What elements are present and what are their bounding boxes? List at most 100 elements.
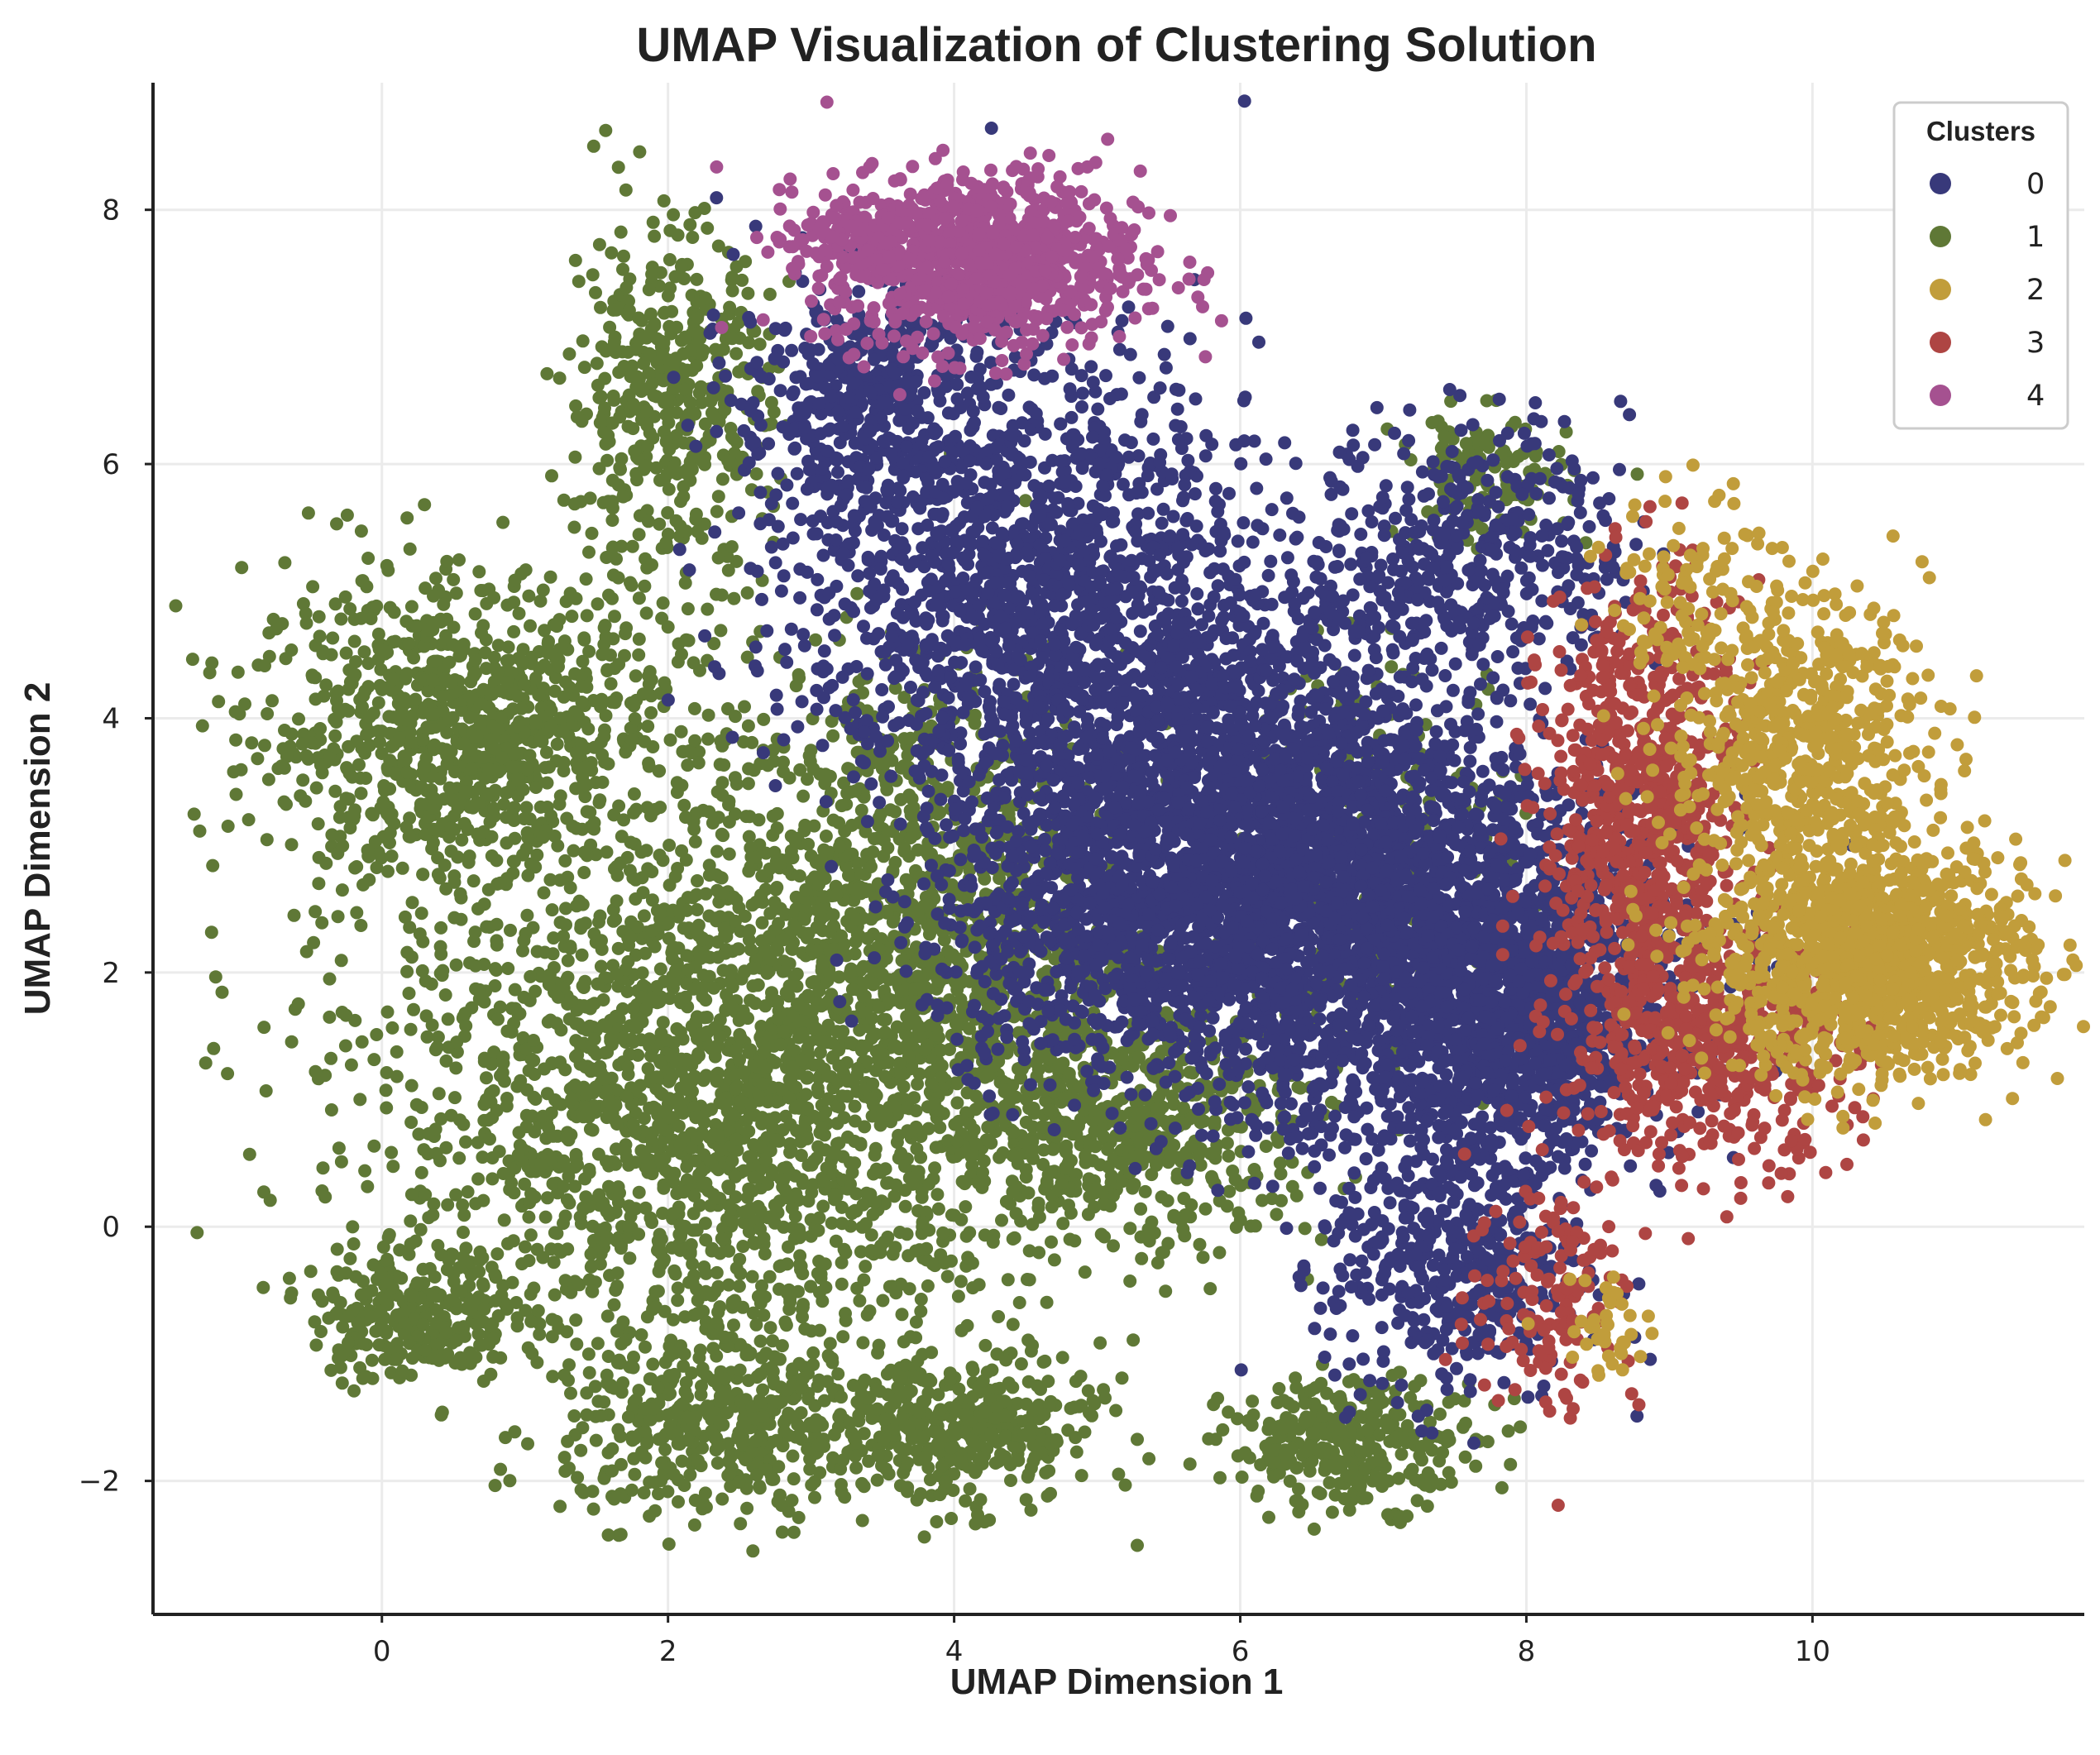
data-point: [454, 1284, 468, 1298]
data-point: [480, 596, 494, 610]
data-point: [309, 1338, 323, 1352]
data-point: [282, 1271, 296, 1285]
data-point: [688, 834, 702, 849]
data-point: [614, 1429, 628, 1443]
data-point: [347, 634, 361, 648]
data-point: [348, 1013, 362, 1027]
data-point: [756, 1409, 770, 1423]
data-point: [313, 629, 327, 643]
data-point: [718, 1330, 732, 1344]
data-point: [375, 851, 389, 865]
data-point: [930, 1515, 944, 1528]
data-point: [509, 720, 524, 734]
data-point: [725, 1154, 739, 1168]
data-point: [910, 1493, 924, 1507]
data-point: [711, 1305, 725, 1319]
data-point: [738, 700, 751, 714]
data-point: [490, 938, 504, 952]
data-point: [452, 1321, 466, 1335]
data-point: [795, 1053, 809, 1067]
data-point: [545, 1057, 559, 1071]
data-point: [503, 1183, 517, 1197]
data-point: [390, 1352, 404, 1366]
data-point: [722, 847, 736, 861]
data-point: [444, 821, 458, 835]
data-point: [667, 1264, 682, 1278]
data-point: [369, 1324, 383, 1338]
data-point: [407, 1002, 420, 1016]
data-point: [344, 1058, 358, 1072]
data-point: [751, 978, 765, 992]
data-point: [419, 751, 433, 765]
data-point: [301, 752, 315, 766]
data-point: [550, 619, 564, 634]
data-point: [489, 1294, 502, 1308]
data-point: [586, 1502, 600, 1516]
data-point: [467, 667, 481, 681]
data-point: [713, 910, 727, 924]
data-point: [629, 892, 643, 906]
data-point: [524, 1314, 538, 1328]
data-point: [648, 802, 662, 816]
data-point: [409, 1097, 423, 1112]
data-point: [538, 1210, 553, 1224]
data-point: [504, 923, 517, 937]
data-point: [940, 944, 954, 959]
data-point: [467, 935, 481, 949]
data-point: [707, 981, 720, 995]
data-point: [505, 666, 519, 680]
data-point: [309, 1064, 323, 1078]
data-point: [547, 1255, 561, 1270]
data-point: [416, 1317, 430, 1332]
data-point: [763, 1112, 777, 1126]
data-point: [710, 1265, 724, 1279]
data-point: [398, 1316, 412, 1330]
data-point: [845, 983, 859, 997]
data-point: [732, 1475, 746, 1490]
data-point: [758, 1247, 772, 1260]
data-point: [696, 1361, 710, 1375]
data-point: [775, 1499, 788, 1513]
data-point: [672, 1227, 686, 1241]
data-point: [527, 1054, 541, 1068]
data-point: [338, 590, 352, 604]
data-point: [557, 1179, 570, 1193]
data-point: [522, 1210, 536, 1224]
data-point: [690, 887, 704, 901]
data-point: [468, 607, 482, 621]
data-point: [900, 1227, 914, 1241]
data-point: [416, 868, 430, 882]
data-point: [632, 1227, 646, 1241]
data-point: [529, 781, 543, 794]
data-point: [559, 901, 572, 916]
data-point: [511, 772, 525, 787]
data-point: [510, 1311, 524, 1325]
data-point: [362, 739, 376, 753]
data-point: [501, 962, 515, 975]
data-point: [850, 1281, 864, 1295]
data-point: [331, 910, 345, 924]
data-point: [500, 811, 513, 825]
data-point: [593, 1223, 607, 1237]
data-point: [503, 1474, 517, 1488]
data-point: [839, 1313, 853, 1327]
data-point: [363, 710, 376, 724]
data-point: [461, 1185, 475, 1199]
data-point: [753, 1481, 767, 1495]
data-point: [639, 1002, 653, 1015]
data-point: [582, 1365, 596, 1380]
data-point: [517, 812, 531, 825]
data-point: [519, 563, 533, 577]
data-point: [333, 1296, 347, 1309]
data-point: [639, 844, 653, 858]
data-point: [660, 1034, 674, 1047]
data-point: [537, 886, 551, 900]
data-point: [637, 909, 651, 923]
data-point: [582, 644, 596, 658]
data-point: [228, 705, 242, 719]
data-point: [558, 854, 572, 868]
data-point: [514, 1074, 528, 1088]
data-point: [610, 1117, 624, 1131]
data-point: [718, 1097, 732, 1112]
data-point: [681, 963, 695, 977]
